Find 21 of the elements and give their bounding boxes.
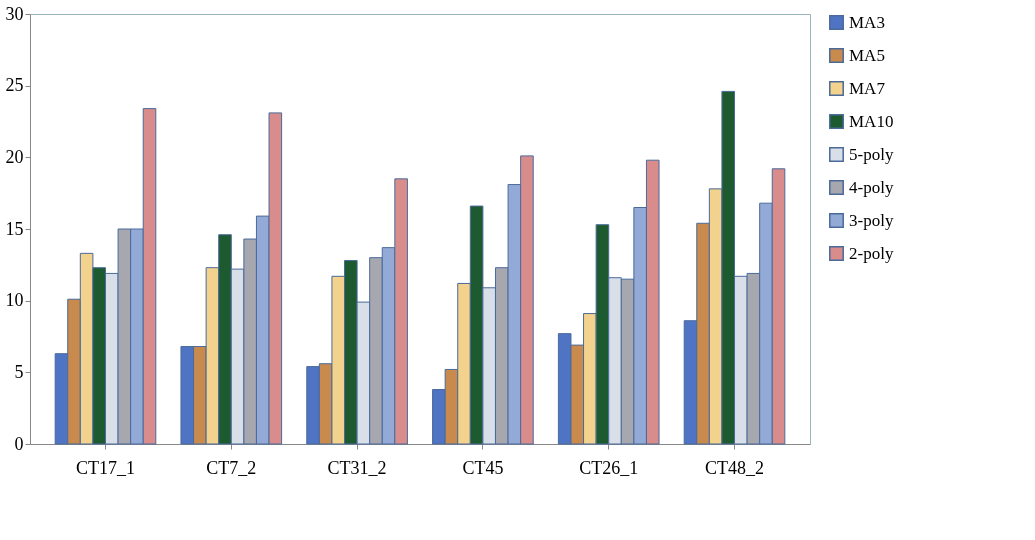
y-tick-label: 20 (5, 146, 24, 167)
legend-label: MA7 (849, 78, 886, 98)
y-tick-label: 0 (14, 433, 24, 454)
x-tick-label: CT31_2 (327, 457, 387, 478)
x-tick-label: CT48_2 (705, 457, 765, 478)
x-tick-label: CT45 (462, 457, 504, 478)
legend-label: MA10 (849, 111, 894, 131)
x-tick-label: CT7_2 (206, 457, 257, 478)
y-tick-label: 25 (5, 75, 24, 96)
legend-label: MA3 (849, 12, 885, 32)
x-tick-label: CT26_1 (579, 457, 639, 478)
legend-label: MA5 (849, 45, 885, 65)
y-tick-label: 5 (14, 361, 24, 382)
legend-label: 5-poly (849, 144, 894, 164)
y-tick-label: 10 (5, 290, 24, 311)
x-tick-label: CT17_1 (75, 457, 135, 478)
y-tick-label: 15 (5, 218, 24, 239)
legend-label: 3-poly (849, 210, 894, 230)
legend-label: 4-poly (849, 177, 894, 197)
legend-label: 2-poly (849, 243, 894, 263)
y-tick-label: 30 (5, 3, 24, 24)
